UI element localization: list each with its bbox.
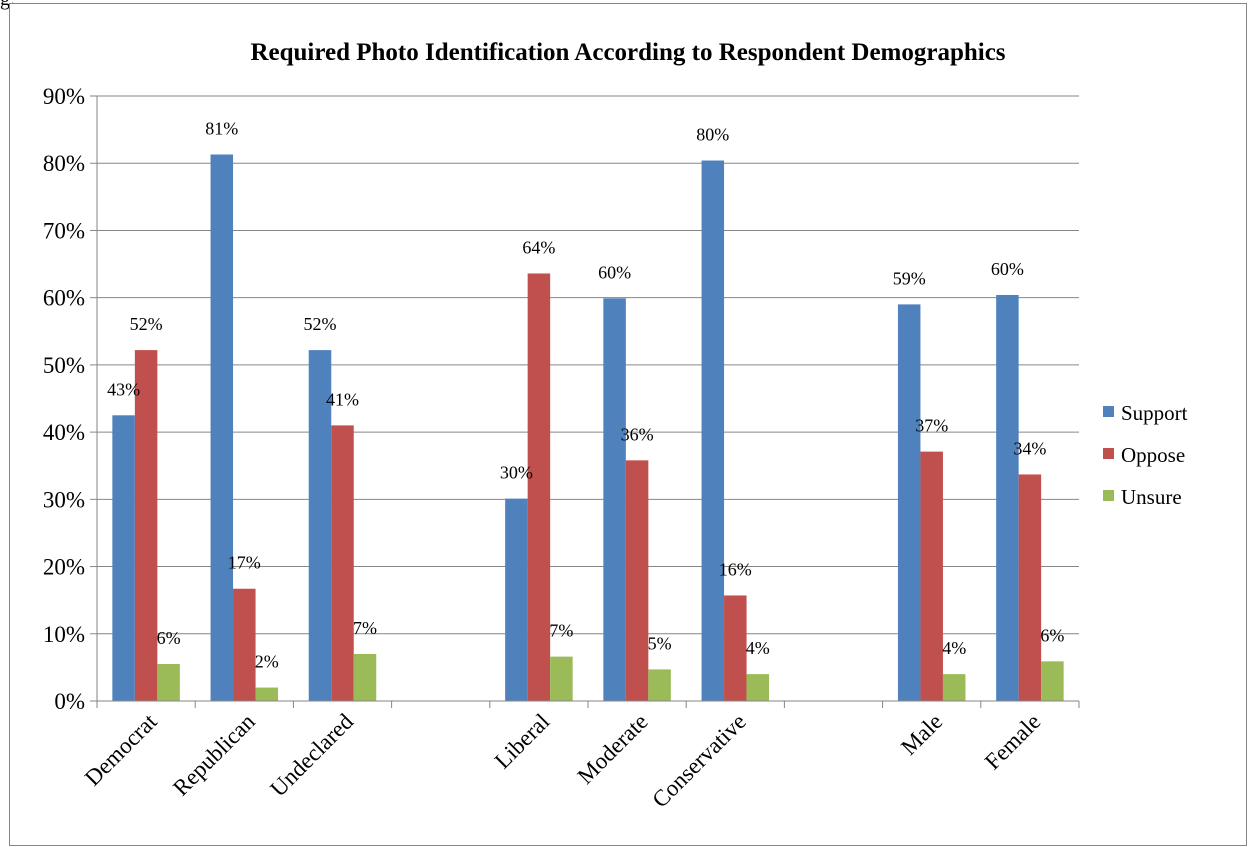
data-label: 59% [893,268,926,288]
y-tick-label: 80% [43,151,85,176]
legend-swatch-unsure [1103,490,1114,501]
data-label: 64% [522,237,555,257]
data-label: 7% [549,621,573,641]
data-label: 6% [1040,625,1064,645]
bar-support [996,295,1019,701]
x-tick-label: Liberal [490,709,555,774]
data-label: 4% [746,638,770,658]
bar-unsure [648,669,671,701]
data-label: 60% [598,262,631,282]
data-label: 41% [326,389,359,409]
x-axis-ticks: Democrat Republican Undeclared Liberal Moder… [80,708,1046,812]
x-tick-label: Conservative [647,709,750,812]
legend-swatch-oppose [1103,448,1114,459]
y-tick-label: 60% [43,286,85,311]
bar-oppose [135,350,158,701]
legend-label: Oppose [1121,443,1185,467]
x-tick-label: Republican [168,709,260,801]
y-tick-label: 40% [43,420,85,445]
x-tick-label: Male [896,709,947,760]
chart-frame: Required Photo Identification According … [9,3,1247,846]
bar-oppose [331,425,354,701]
y-tick-label: 30% [43,487,85,512]
bar-support [112,415,135,701]
bar-support [603,298,626,701]
bar-oppose [920,452,943,701]
y-tick-label: 20% [43,555,85,580]
data-label: 17% [228,553,261,573]
data-label: 80% [696,125,729,145]
data-label: 30% [500,463,533,483]
data-label: 16% [719,559,752,579]
bar-unsure [550,657,573,701]
bar-oppose [528,273,551,701]
data-label: 37% [915,416,948,436]
bar-oppose [1019,474,1042,701]
x-tick-label: Democrat [80,708,162,790]
data-label: 4% [942,638,966,658]
data-label: 60% [991,259,1024,279]
y-axis-ticks: 0% 10% 20% 30% 40% 50% 60% 70% 80% 90% [43,84,85,714]
bar-support [211,154,234,701]
bar-support [702,161,725,701]
y-tick-label: 10% [43,622,85,647]
legend-label: Support [1121,401,1188,425]
data-label: 6% [157,628,181,648]
bar-chart: Required Photo Identification According … [10,4,1246,845]
bar-oppose [233,589,256,701]
bar-oppose [626,460,649,701]
bar-support [898,304,921,701]
data-label: 7% [353,618,377,638]
data-label: 2% [255,652,279,672]
data-label: 52% [304,314,337,334]
bar-unsure [157,664,180,701]
bar-unsure [1041,661,1064,701]
bar-oppose [724,595,747,701]
legend-swatch-support [1103,406,1114,417]
data-label: 5% [648,633,672,653]
data-label: 36% [621,424,654,444]
y-tick-label: 70% [43,218,85,243]
x-tick-label: Moderate [573,709,653,789]
legend: Support Oppose Unsure [1103,401,1188,509]
data-label: 43% [107,379,140,399]
bar-support [505,499,528,701]
legend-label: Unsure [1121,485,1182,509]
bar-unsure [354,654,377,701]
y-tick-label: 0% [54,689,85,714]
bar-unsure [943,674,966,701]
y-tick-label: 50% [43,353,85,378]
x-tick-label: Female [980,709,1046,775]
bar-unsure [747,674,770,701]
data-label: 34% [1013,438,1046,458]
chart-title: Required Photo Identification According … [250,39,1005,66]
bar-unsure [256,688,278,701]
data-label: 52% [130,314,163,334]
data-label: 81% [205,118,238,138]
y-tick-label: 90% [43,84,85,109]
x-tick-label: Undeclared [265,709,358,802]
